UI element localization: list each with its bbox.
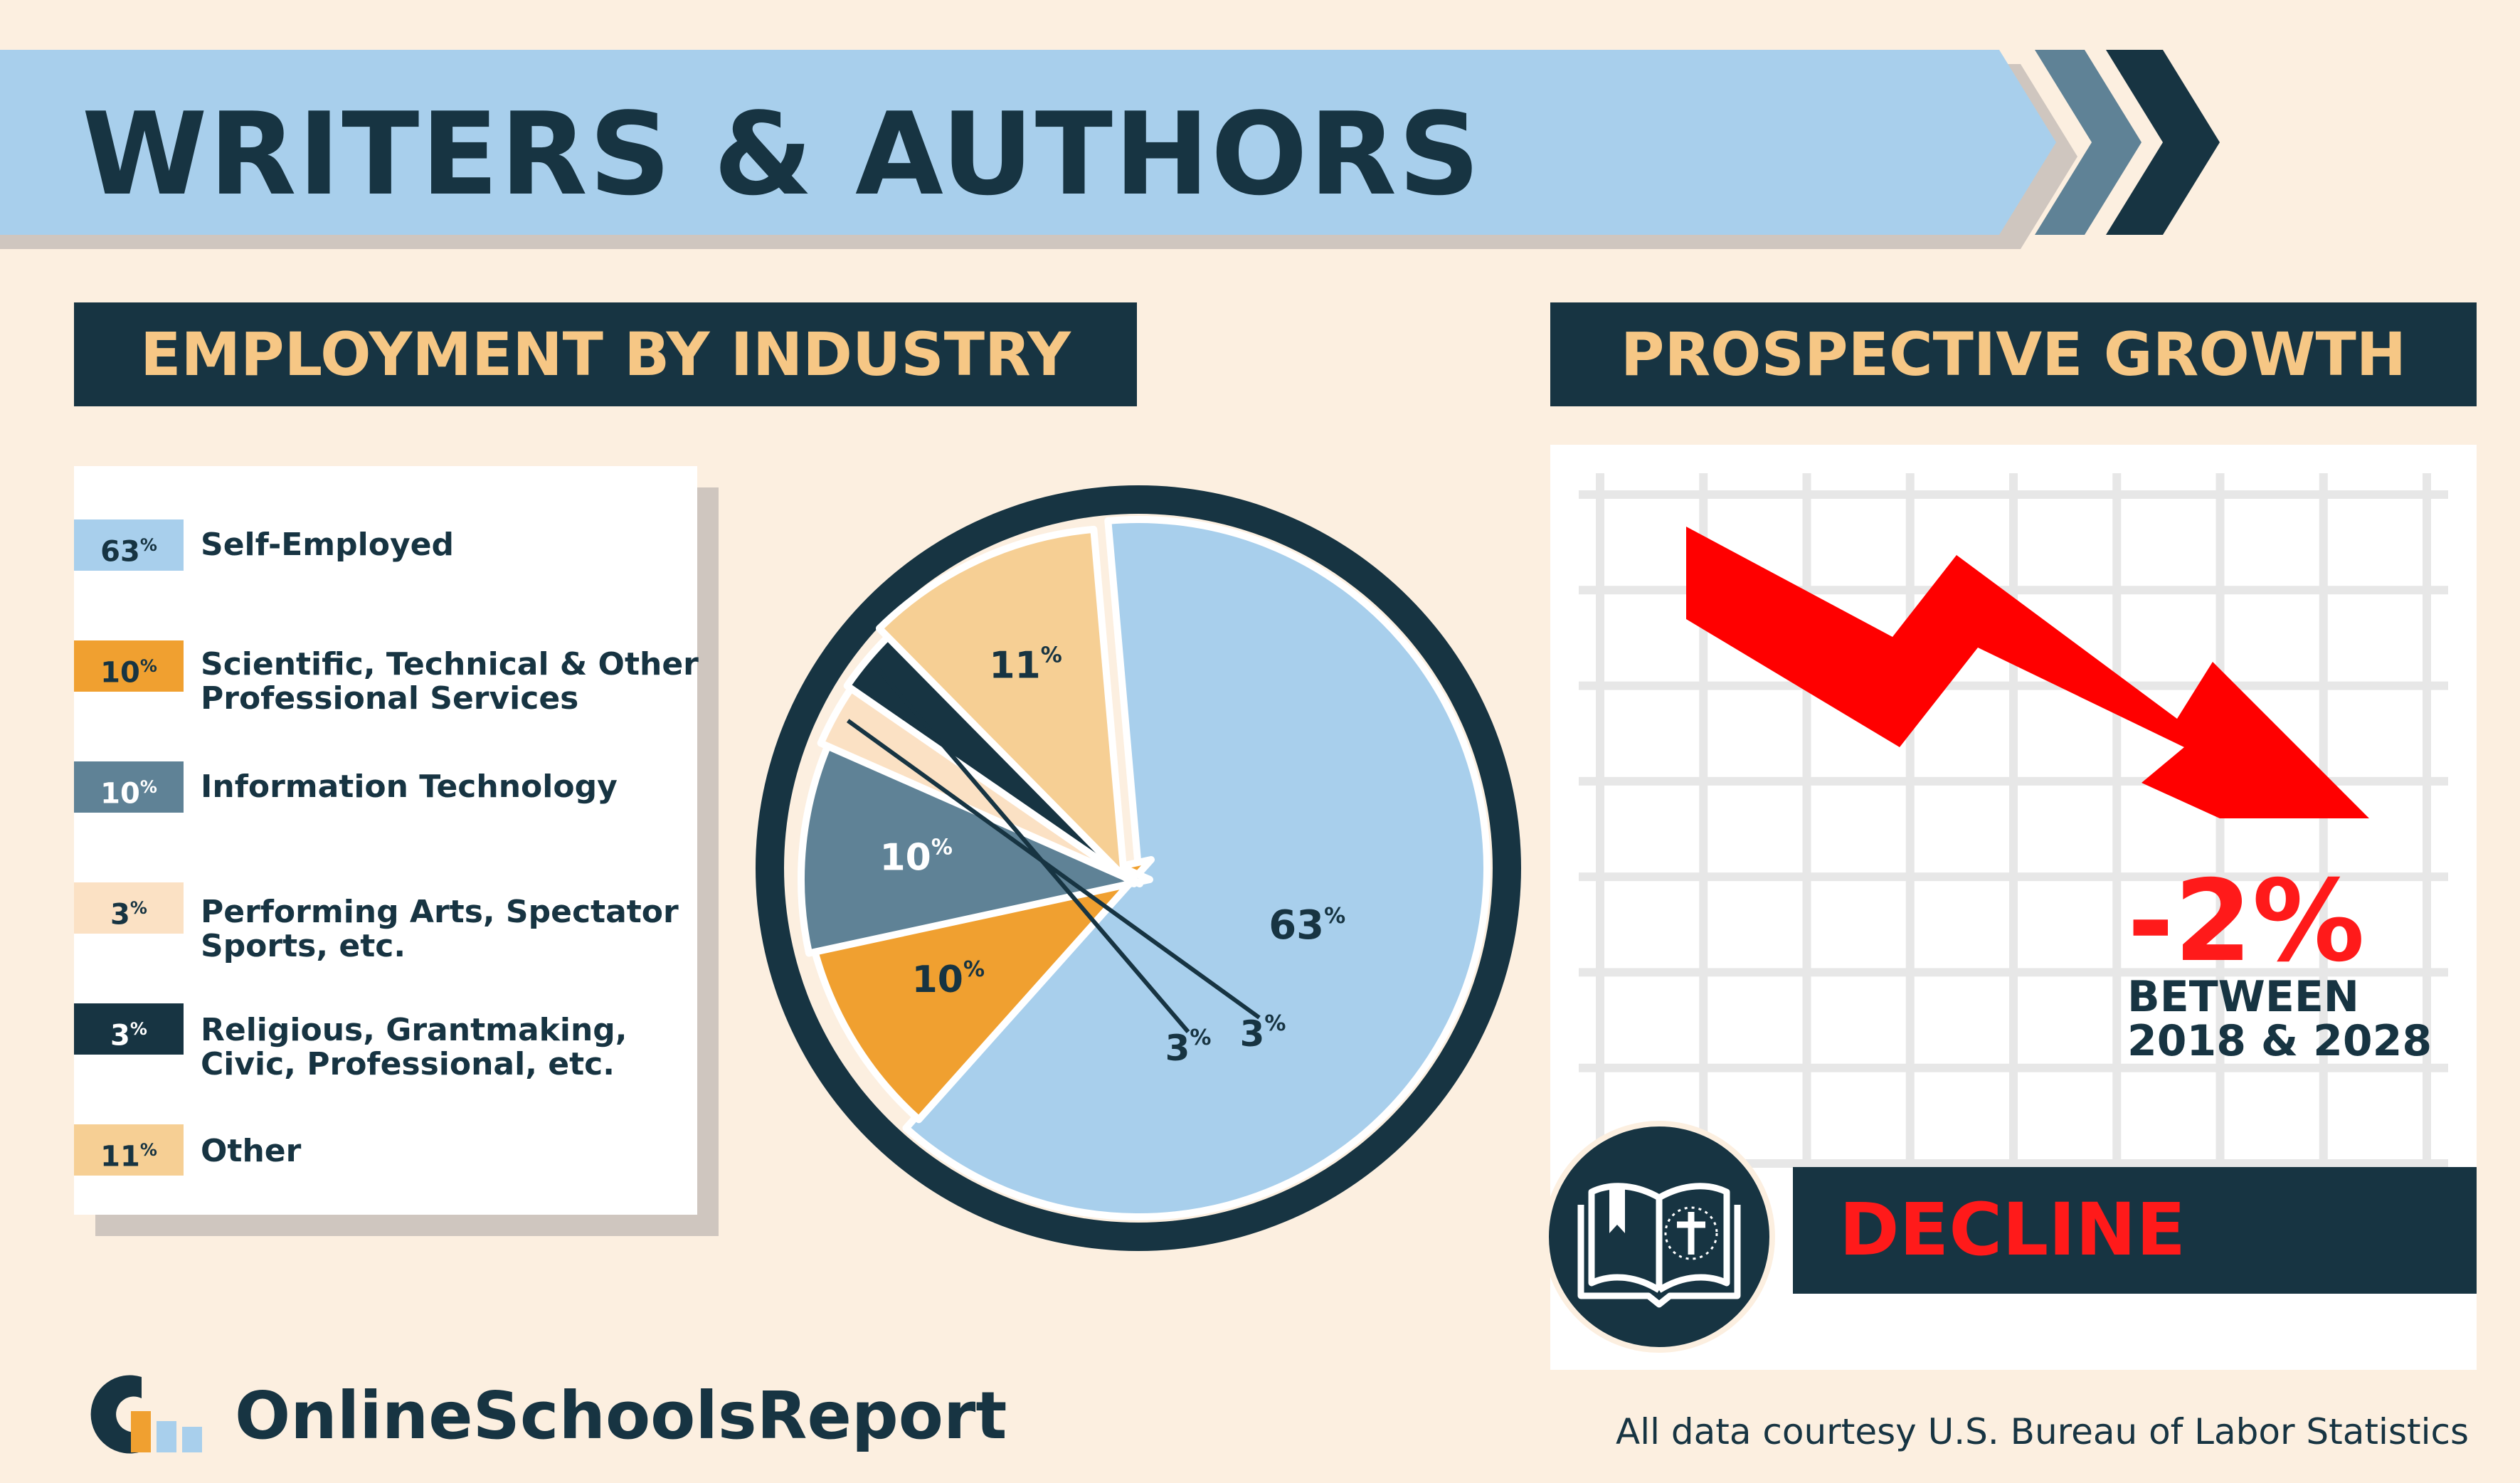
legend-label: Information Technology bbox=[201, 769, 618, 805]
growth-section-header: PROSPECTIVE GROWTH bbox=[1550, 302, 2477, 406]
legend-label: Performing Arts, Spectator Sports, etc. bbox=[201, 894, 679, 964]
legend-label: Scientific, Technical & Other Profession… bbox=[201, 646, 699, 717]
brand-name: OnlineSchoolsReport bbox=[235, 1378, 1007, 1454]
industry-section-header: EMPLOYMENT BY INDUSTRY bbox=[74, 302, 1137, 406]
open-book-icon bbox=[1577, 1183, 1741, 1308]
decline-arrow-icon bbox=[1686, 527, 2369, 818]
banner-background bbox=[0, 50, 2056, 235]
legend-panel bbox=[74, 466, 697, 1215]
legend-swatch: 63% bbox=[74, 519, 184, 571]
decline-status: DECLINE bbox=[1839, 1188, 2186, 1272]
chevron-icon bbox=[2106, 50, 2220, 235]
pie-value-label: 10% bbox=[912, 957, 985, 1001]
growth-value: -2% bbox=[2127, 856, 2365, 987]
pie-value-label: 10% bbox=[879, 835, 952, 880]
legend-swatch: 10% bbox=[74, 640, 184, 692]
title-banner bbox=[0, 50, 2220, 249]
chevron-icon bbox=[2035, 50, 2142, 235]
pie-value-label: 11% bbox=[989, 643, 1062, 687]
pie-value-label: 3% bbox=[1165, 1025, 1212, 1069]
legend-label: Self-Employed bbox=[201, 527, 454, 563]
book-badge bbox=[1543, 1121, 1775, 1353]
page-title: WRITERS & AUTHORS bbox=[82, 88, 1482, 221]
pie-leader-line bbox=[876, 667, 1190, 1033]
pie-slice bbox=[875, 525, 1128, 880]
source-note: All data courtesy U.S. Bureau of Labor S… bbox=[1616, 1411, 2469, 1452]
pie-slice bbox=[902, 516, 1491, 1220]
decline-bar bbox=[1793, 1167, 2477, 1294]
legend-swatch: 10% bbox=[74, 761, 184, 813]
pie-value-label: 3% bbox=[1240, 1011, 1286, 1055]
pie-slice bbox=[798, 735, 1153, 957]
legend-swatch: 3% bbox=[74, 882, 184, 934]
growth-period: BETWEEN 2018 & 2028 bbox=[2127, 972, 2432, 1066]
pie-chart: 63% 10% 10% 3% 3% 11% bbox=[756, 485, 1521, 1251]
legend-swatch: 3% bbox=[74, 1003, 184, 1055]
legend-label: Religious, Grantmaking, Civic, Professio… bbox=[201, 1012, 628, 1082]
brand-logo-icon bbox=[90, 1375, 202, 1454]
legend-swatch: 11% bbox=[74, 1124, 184, 1176]
pie-leader-line bbox=[846, 719, 1261, 1020]
legend-label: Other bbox=[201, 1133, 302, 1169]
pie-value-label: 63% bbox=[1269, 902, 1345, 949]
